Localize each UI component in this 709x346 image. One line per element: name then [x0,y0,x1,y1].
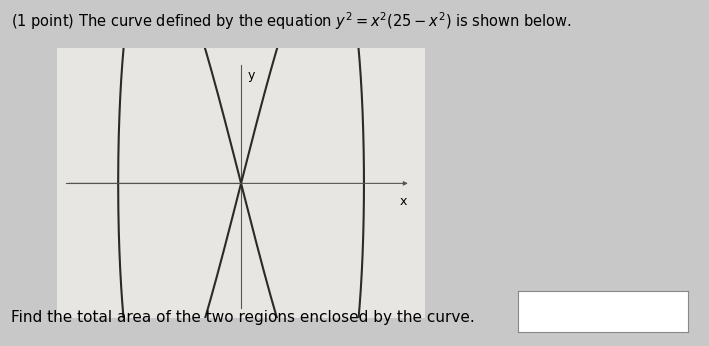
Text: Find the total area of the two regions enclosed by the curve.: Find the total area of the two regions e… [11,310,474,325]
Text: (1 point) The curve defined by the equation $y^2 = x^2(25 - x^2)$ is shown below: (1 point) The curve defined by the equat… [11,10,571,32]
Text: x: x [400,195,407,208]
Text: y: y [247,69,255,82]
